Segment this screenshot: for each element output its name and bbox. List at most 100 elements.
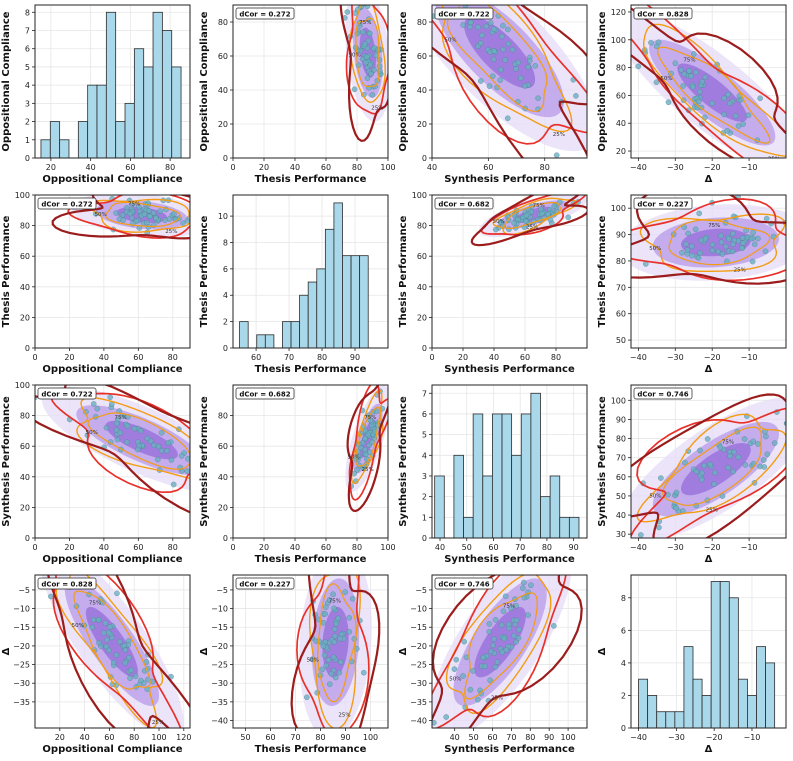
y-axis-label: Synthesis Performance [398, 396, 409, 527]
histogram-bar [324, 228, 335, 349]
histogram-bar [472, 413, 484, 539]
y-axis-label: Oppositional Compliance [398, 11, 409, 151]
panel-3-1: 75% 50% 25% dCor = 0.227 50 60 70 80 90 100 −40 −35… [199, 574, 389, 755]
data-point [330, 591, 336, 598]
x-tick-label: −40 [630, 353, 647, 362]
data-point [740, 240, 746, 246]
x-tick-label: 20 [55, 733, 65, 742]
histogram-bar [568, 516, 580, 539]
data-point [117, 429, 124, 436]
data-point [757, 95, 763, 102]
data-point [119, 212, 126, 218]
contour-level-label: 25% [706, 508, 718, 514]
x-tick-label: −10 [741, 353, 758, 362]
contour-line [87, 412, 190, 470]
x-tick-label: 40 [290, 543, 300, 552]
y-tick-label: 60 [20, 442, 30, 451]
data-point [141, 211, 148, 217]
histogram-bar [737, 678, 748, 729]
x-tick-label: 80 [551, 353, 561, 362]
data-point [727, 453, 733, 459]
x-tick-label: 80 [315, 733, 325, 742]
y-tick-label: 3 [25, 99, 30, 108]
histogram-bar [683, 646, 694, 729]
data-point [502, 57, 508, 63]
data-point [486, 628, 492, 635]
y-axis-label: Synthesis Performance [597, 396, 608, 527]
dcor-badge-box [633, 197, 693, 210]
data-point [368, 70, 374, 77]
plot-frame [630, 4, 787, 159]
data-point [467, 19, 474, 26]
x-tick-label: 20 [259, 543, 269, 552]
y-tick-label: 0 [223, 344, 228, 353]
data-point [453, 656, 460, 663]
x-tick-label: 20 [64, 353, 74, 362]
y-tick-label: 80 [20, 222, 30, 231]
y-tick-label: −5 [216, 586, 228, 595]
contour-level-label: 25% [338, 712, 350, 718]
data-point [94, 405, 101, 412]
plot-frame [630, 384, 787, 539]
dcor-badge: dCor = 0.746 [434, 577, 494, 590]
x-axis-label: Oppositional Compliance [42, 174, 182, 185]
data-point [155, 443, 162, 450]
dcor-badge-box [633, 7, 693, 20]
data-point [673, 505, 680, 511]
data-point [508, 605, 514, 612]
histogram-bar [316, 268, 326, 349]
data-point [717, 444, 724, 451]
data-point [322, 604, 329, 611]
data-point [180, 220, 187, 227]
data-point [764, 451, 771, 458]
dcor-value: dCor = 0.722 [41, 391, 92, 399]
data-point [709, 100, 716, 107]
y-tick-label: 40 [20, 473, 30, 482]
data-point [377, 68, 383, 74]
data-point [443, 714, 450, 720]
data-point [729, 230, 736, 237]
y-tick-label: 2 [223, 318, 228, 327]
data-point [369, 92, 376, 98]
data-point [362, 446, 368, 453]
x-tick-label: 100 [560, 733, 575, 742]
data-point [690, 51, 697, 57]
contour-level-label: 75% [89, 601, 101, 607]
histogram-bar [256, 334, 266, 349]
dcor-badge: dCor = 0.227 [235, 577, 295, 590]
x-tick-label: 60 [520, 353, 530, 362]
x-tick-label: 20 [46, 163, 56, 172]
contour-line [432, 5, 587, 158]
data-point [494, 659, 501, 665]
histogram-bar [299, 294, 309, 349]
data-point [114, 590, 120, 597]
plot-frame [431, 574, 588, 729]
panel-1-0: 75% 50% 25% dCor = 0.272 0 20 40 60 80 0 20 40 60 80 1… [1, 191, 191, 375]
contour-level-label: 25% [152, 720, 164, 726]
x-axis-label: Synthesis Performance [444, 744, 575, 755]
y-tick-label: 20 [218, 120, 228, 129]
y-tick-label: 40 [616, 511, 626, 520]
y-axis-label: Oppositional Compliance [597, 11, 608, 151]
data-point [505, 40, 512, 47]
panel-3-0: 75% 50% 25% dCor = 0.828 20 40 60 80 100 120 −35 −3… [1, 574, 191, 755]
y-tick-label: −30 [211, 679, 228, 688]
histogram-bar [40, 139, 51, 159]
plot-area: 75% 50% 25% [432, 575, 583, 728]
contour-level-label: 50% [307, 658, 319, 664]
histogram-bar [549, 475, 561, 539]
contour-line [35, 385, 190, 514]
data-point [725, 464, 732, 471]
y-tick-label: 40 [417, 283, 427, 292]
y-tick-label: −25 [410, 661, 427, 670]
y-tick-label: 6 [223, 265, 228, 274]
y-tick-label: 8 [25, 8, 30, 17]
y-tick-label: 2 [25, 118, 30, 127]
x-tick-label: −10 [744, 733, 761, 742]
x-tick-label: 40 [99, 543, 109, 552]
x-tick-label: 40 [427, 163, 437, 172]
contour-level-label: 75% [364, 415, 376, 421]
data-point [106, 647, 112, 654]
data-point [96, 639, 102, 646]
